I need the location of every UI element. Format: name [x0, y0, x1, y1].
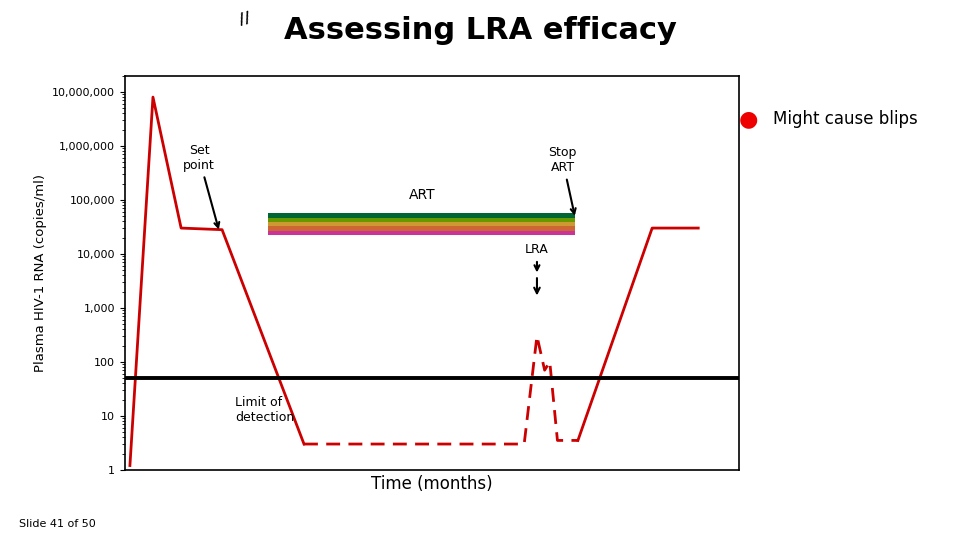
Text: Limit of
detection: Limit of detection [235, 396, 294, 424]
Text: Stop
ART: Stop ART [548, 146, 577, 213]
Text: //: // [238, 11, 252, 28]
X-axis label: Time (months): Time (months) [372, 475, 492, 494]
Text: Might cause blips: Might cause blips [773, 110, 918, 128]
Text: ART: ART [408, 188, 435, 202]
Y-axis label: Plasma HIV-1 RNA (copies/ml): Plasma HIV-1 RNA (copies/ml) [34, 174, 46, 372]
Text: ●: ● [739, 109, 758, 129]
Text: LRA: LRA [525, 244, 549, 270]
Text: Slide 41 of 50: Slide 41 of 50 [19, 519, 96, 529]
Text: Assessing LRA efficacy: Assessing LRA efficacy [283, 16, 677, 45]
Text: Set
point: Set point [183, 144, 219, 227]
